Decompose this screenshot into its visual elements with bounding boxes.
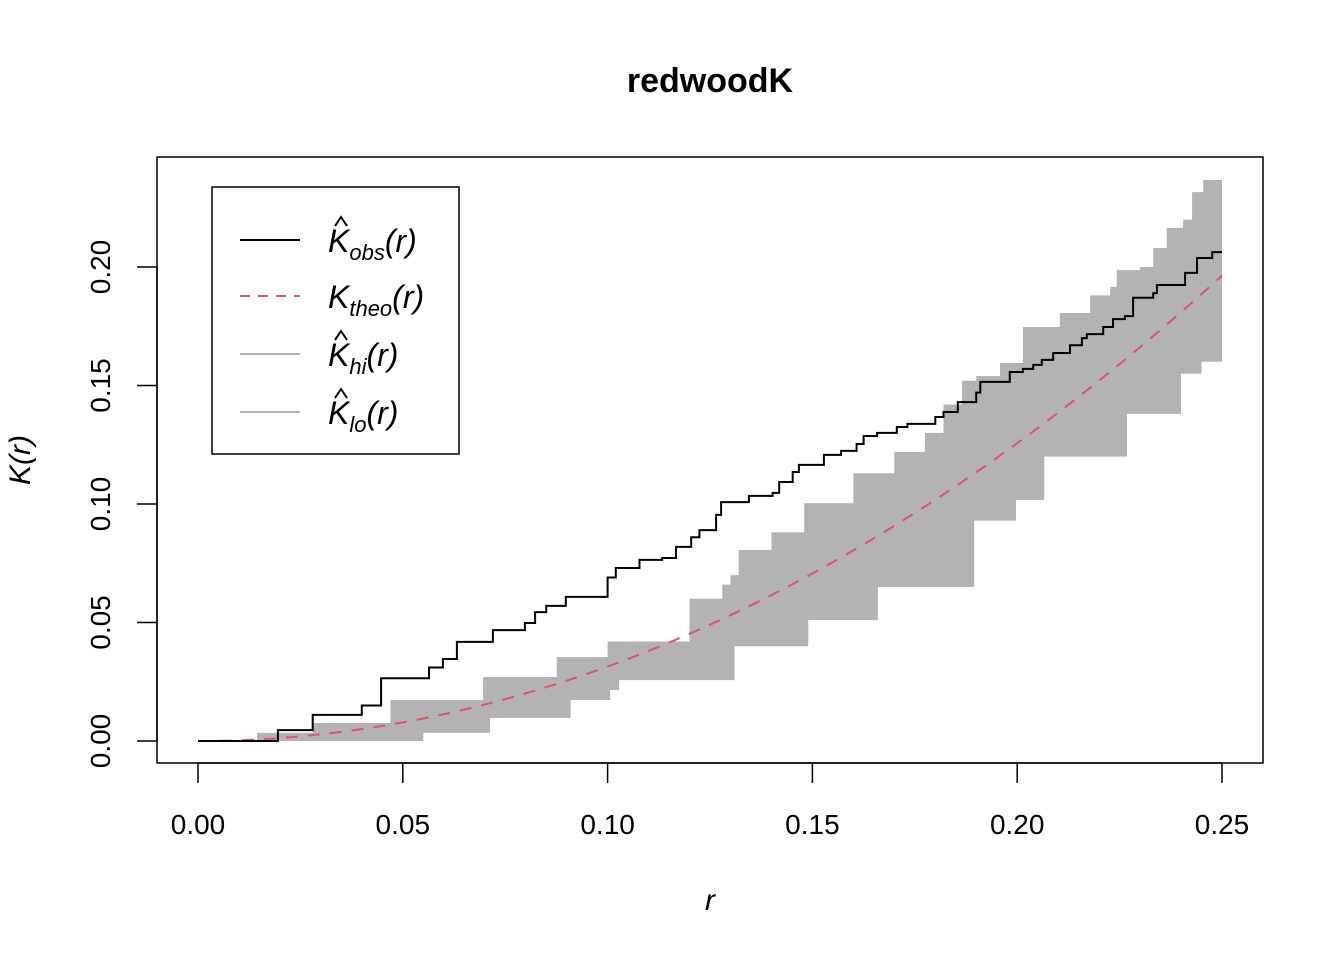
hat-accent-icon bbox=[334, 387, 348, 399]
envelope-band bbox=[198, 179, 1222, 742]
y-tick-label: 0.10 bbox=[85, 477, 116, 532]
chart-title: redwoodK bbox=[627, 62, 794, 100]
y-axis-label: K(r) bbox=[4, 435, 37, 485]
legend: Kobs(r) Ktheo(r) Khi(r) Klo(r) bbox=[211, 186, 460, 455]
legend-item-theo: Ktheo(r) bbox=[240, 279, 424, 321]
envelope-hi-lo-area bbox=[198, 179, 1222, 742]
legend-item-obs: Kobs(r) bbox=[240, 215, 417, 265]
legend-label: Ktheo(r) bbox=[328, 279, 424, 321]
series-lines bbox=[198, 251, 1223, 742]
series-theo-line bbox=[198, 274, 1223, 742]
x-tick-label: 0.15 bbox=[785, 809, 840, 840]
x-tick-label: 0.20 bbox=[990, 809, 1045, 840]
x-tick-label: 0.05 bbox=[376, 809, 431, 840]
hat-accent-icon bbox=[334, 215, 348, 227]
y-tick-label: 0.20 bbox=[85, 240, 116, 295]
legend-label: Klo(r) bbox=[328, 395, 398, 437]
x-tick-label: 0.25 bbox=[1195, 809, 1250, 840]
y-tick-label: 0.05 bbox=[85, 595, 116, 650]
x-tick-label: 0.10 bbox=[580, 809, 635, 840]
y-axis: 0.00 0.05 0.10 0.15 0.20 bbox=[85, 240, 158, 769]
hat-accent-icon bbox=[334, 329, 348, 341]
series-obs-line bbox=[198, 251, 1222, 742]
x-axis-label: r bbox=[705, 884, 716, 917]
x-tick-label: 0.00 bbox=[171, 809, 226, 840]
legend-item-lo: Klo(r) bbox=[240, 387, 398, 437]
legend-label: Kobs(r) bbox=[328, 223, 417, 265]
x-axis: 0.00 0.05 0.10 0.15 0.20 0.25 bbox=[171, 762, 1250, 840]
legend-item-hi: Khi(r) bbox=[240, 329, 398, 379]
legend-box bbox=[211, 186, 460, 455]
y-tick-label: 0.00 bbox=[85, 714, 116, 769]
y-tick-label: 0.15 bbox=[85, 358, 116, 413]
legend-label: Khi(r) bbox=[328, 337, 398, 379]
